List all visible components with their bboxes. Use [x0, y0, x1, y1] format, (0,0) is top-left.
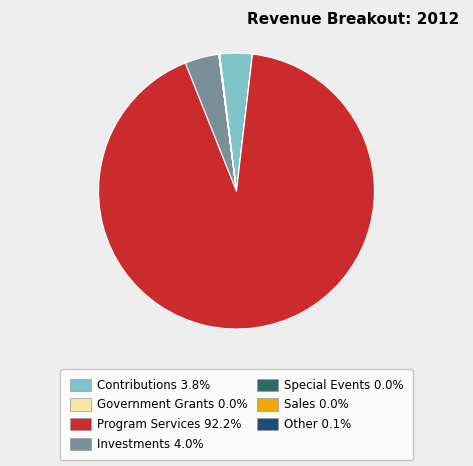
Wedge shape	[219, 53, 253, 191]
Wedge shape	[219, 54, 236, 191]
Wedge shape	[219, 54, 236, 191]
Wedge shape	[185, 54, 236, 191]
Wedge shape	[98, 54, 375, 329]
Legend: Contributions 3.8%, Government Grants 0.0%, Program Services 92.2%, Investments : Contributions 3.8%, Government Grants 0.…	[60, 370, 413, 460]
Wedge shape	[236, 54, 253, 191]
Text: Revenue Breakout: 2012: Revenue Breakout: 2012	[246, 12, 459, 27]
Wedge shape	[219, 54, 236, 191]
